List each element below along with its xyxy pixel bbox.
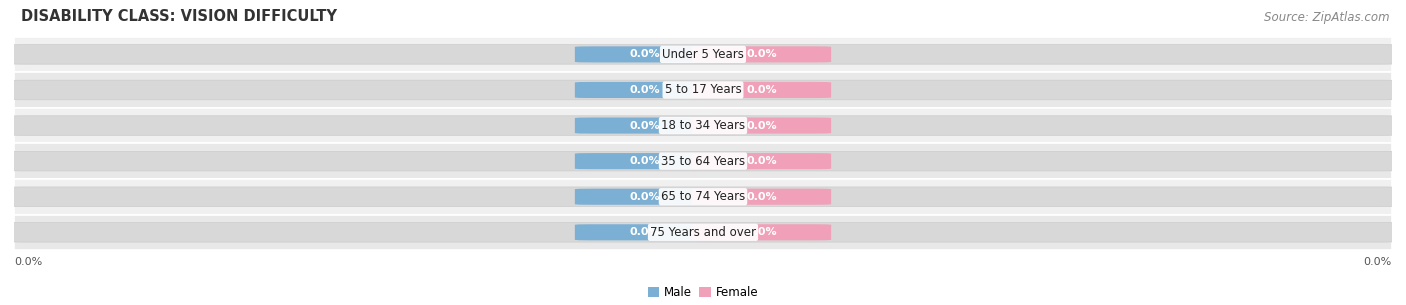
Text: DISABILITY CLASS: VISION DIFFICULTY: DISABILITY CLASS: VISION DIFFICULTY	[21, 9, 337, 24]
FancyBboxPatch shape	[7, 116, 1399, 135]
Text: Source: ZipAtlas.com: Source: ZipAtlas.com	[1264, 11, 1389, 24]
FancyBboxPatch shape	[692, 224, 831, 240]
FancyBboxPatch shape	[575, 189, 714, 205]
Legend: Male, Female: Male, Female	[643, 282, 763, 304]
FancyBboxPatch shape	[575, 153, 714, 169]
Text: 0.0%: 0.0%	[628, 227, 659, 237]
Text: 0.0%: 0.0%	[628, 156, 659, 166]
FancyBboxPatch shape	[575, 46, 714, 63]
FancyBboxPatch shape	[692, 82, 831, 98]
Text: 0.0%: 0.0%	[14, 257, 42, 267]
FancyBboxPatch shape	[692, 153, 831, 169]
Text: 0.0%: 0.0%	[628, 192, 659, 202]
FancyBboxPatch shape	[7, 151, 1399, 171]
Bar	[14, 108, 1392, 143]
Text: 0.0%: 0.0%	[628, 120, 659, 131]
FancyBboxPatch shape	[692, 117, 831, 134]
FancyBboxPatch shape	[7, 223, 1399, 242]
Text: 0.0%: 0.0%	[747, 156, 778, 166]
Bar	[14, 179, 1392, 214]
FancyBboxPatch shape	[692, 189, 831, 205]
Text: 0.0%: 0.0%	[747, 49, 778, 59]
Text: Under 5 Years: Under 5 Years	[662, 48, 744, 61]
Text: 5 to 17 Years: 5 to 17 Years	[665, 84, 741, 96]
Text: 0.0%: 0.0%	[628, 49, 659, 59]
Bar	[14, 37, 1392, 72]
Text: 35 to 64 Years: 35 to 64 Years	[661, 155, 745, 168]
FancyBboxPatch shape	[7, 187, 1399, 206]
Text: 0.0%: 0.0%	[747, 120, 778, 131]
FancyBboxPatch shape	[575, 224, 714, 240]
FancyBboxPatch shape	[692, 46, 831, 63]
Text: 0.0%: 0.0%	[628, 85, 659, 95]
Bar	[14, 143, 1392, 179]
FancyBboxPatch shape	[575, 117, 714, 134]
FancyBboxPatch shape	[7, 45, 1399, 64]
Text: 0.0%: 0.0%	[1364, 257, 1392, 267]
Text: 0.0%: 0.0%	[747, 227, 778, 237]
Text: 0.0%: 0.0%	[747, 85, 778, 95]
FancyBboxPatch shape	[575, 82, 714, 98]
Bar	[14, 214, 1392, 250]
FancyBboxPatch shape	[7, 80, 1399, 100]
Text: 65 to 74 Years: 65 to 74 Years	[661, 190, 745, 203]
Text: 75 Years and over: 75 Years and over	[650, 226, 756, 239]
Text: 0.0%: 0.0%	[747, 192, 778, 202]
Bar	[14, 72, 1392, 108]
Text: 18 to 34 Years: 18 to 34 Years	[661, 119, 745, 132]
